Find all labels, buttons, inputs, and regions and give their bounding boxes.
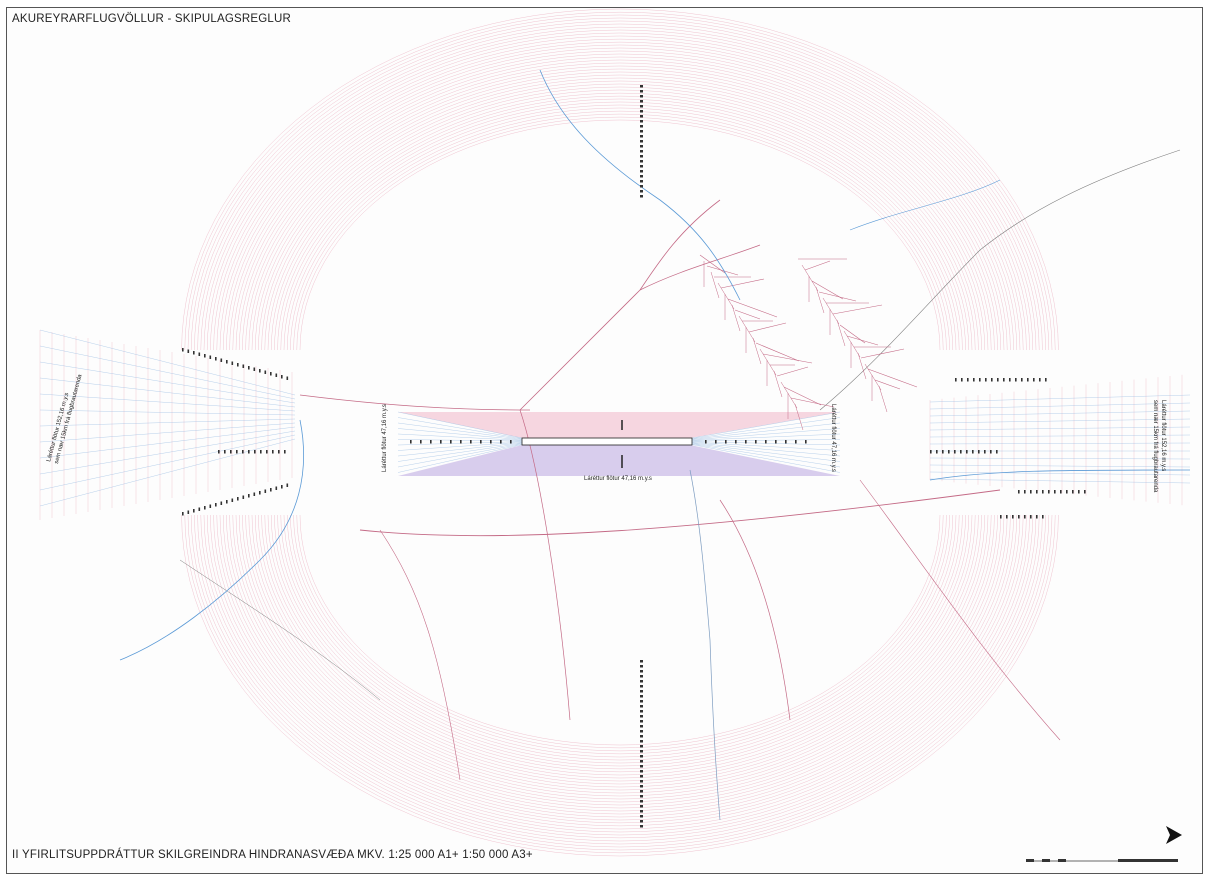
map-title: AKUREYRARFLUGVÖLLUR - SKIPULAGSREGLUR	[12, 13, 291, 25]
road-network	[179, 149, 1181, 781]
river-network	[119, 69, 1191, 821]
approach-surface-fans	[39, 329, 1191, 520]
label-left-far: Láréttur flötur 152,16 m.y.ssem nær 15km…	[46, 371, 84, 464]
scale-bar	[1026, 859, 1178, 862]
label-left-runway-end: Láréttur flötur 47,16 m.y.s	[382, 404, 388, 472]
label-runway-bottom: Láréttur flötur 47,16 m.y.s	[584, 476, 652, 482]
town-streets	[699, 254, 918, 431]
distance-marker-lines	[640, 85, 643, 828]
label-right-far: Láréttur flötur 152,16 m.y.ssem nær 15km…	[1152, 400, 1166, 493]
map-subtitle: II YFIRLITSUPPDRÁTTUR SKILGREINDRA HINDR…	[12, 849, 533, 861]
obstacle-surface-arcs	[181, 8, 1059, 857]
runway	[521, 420, 693, 468]
north-arrow-icon	[1166, 826, 1182, 844]
label-right-runway-end: Láréttur flötur 47,16 m.y.s	[830, 404, 836, 472]
